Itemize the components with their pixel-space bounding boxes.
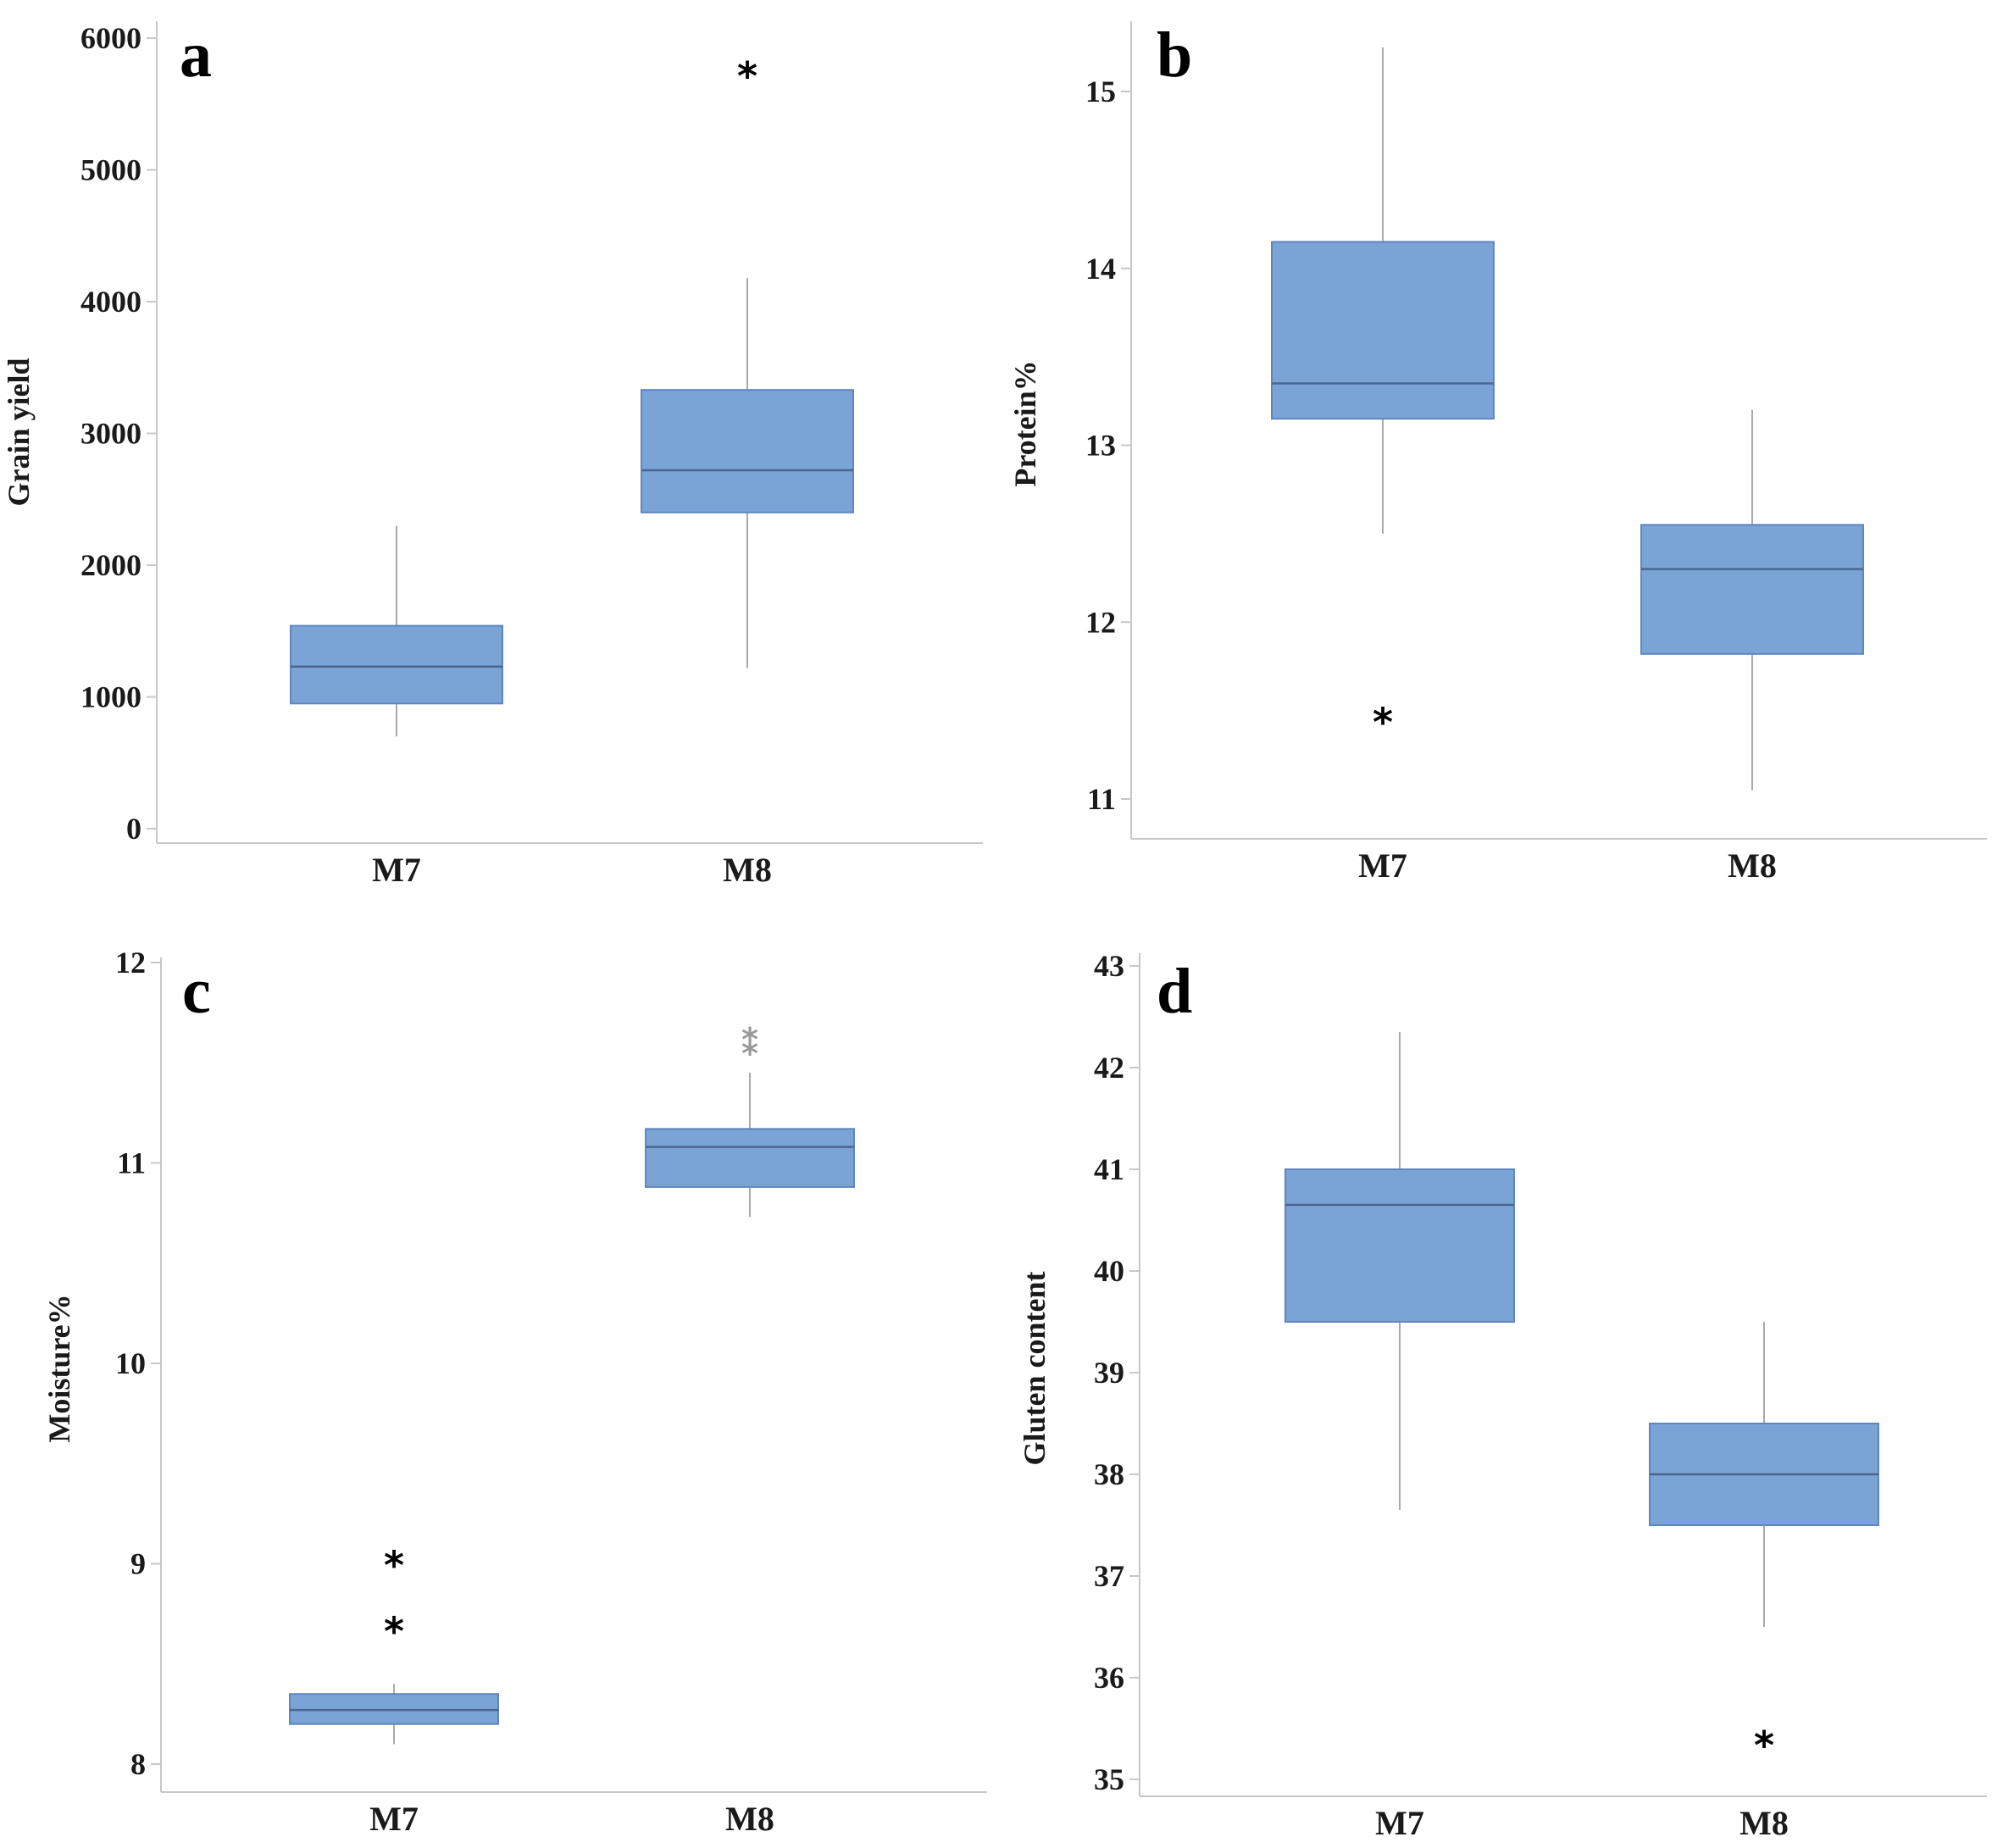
iqr-box (1284, 1168, 1515, 1323)
x-category-label: M7 (1375, 1804, 1424, 1842)
panel-letter: b (1157, 19, 1192, 91)
panel-letter: d (1157, 956, 1192, 1027)
y-tick-label: 9 (130, 1547, 146, 1581)
y-tick-label: 8 (130, 1747, 146, 1781)
outlier-marker: * (1754, 1723, 1774, 1768)
y-axis-title: Gluten content (1018, 1271, 1051, 1465)
y-tick-label: 12 (115, 946, 146, 979)
box-m8 (1640, 409, 1864, 791)
y-axis-title: Moisture% (42, 1294, 76, 1442)
y-tick-label: 0 (126, 812, 141, 846)
box-m7: ** (289, 1543, 499, 1745)
y-tick-label: 43 (1094, 949, 1124, 983)
y-tick-label: 36 (1094, 1661, 1124, 1695)
y-tick-label: 12 (1085, 605, 1116, 639)
panel-letter: c (182, 956, 211, 1027)
x-category-label: M8 (725, 1800, 774, 1838)
y-tick-label: 37 (1094, 1559, 1124, 1593)
x-category-label: M7 (1358, 846, 1407, 885)
y-tick-label: 4000 (80, 285, 141, 319)
box-m8: * (641, 53, 854, 669)
panel-a-grain-yield: 0 1000 2000 3000 4000 5000 6000 Grain yield a M7 *… (2, 19, 983, 889)
y-tick-label: 1000 (80, 680, 141, 714)
panel-letter: a (180, 19, 212, 91)
box-m7 (290, 525, 503, 737)
y-tick-label: 42 (1094, 1051, 1124, 1085)
y-tick-label: 10 (115, 1346, 146, 1380)
y-tick-label: 15 (1085, 75, 1116, 108)
outlier-marker-faint: * (741, 1021, 758, 1058)
y-tick-label: 11 (1087, 782, 1116, 816)
x-category-label: M8 (723, 851, 772, 889)
outlier-marker: * (384, 1543, 404, 1589)
outlier-marker-faint: * (741, 1035, 758, 1073)
x-category-label: M7 (372, 851, 421, 889)
iqr-box (641, 389, 854, 513)
outlier-marker: * (737, 53, 757, 99)
outlier-marker: * (384, 1609, 404, 1655)
y-tick-label: 6000 (80, 21, 141, 55)
outlier-marker: * (1373, 700, 1393, 746)
box-m7: * (1271, 47, 1495, 746)
iqr-box (290, 624, 503, 705)
y-tick-label: 41 (1094, 1152, 1124, 1186)
y-tick-label: 38 (1094, 1457, 1124, 1491)
y-axis-title: Grain yield (2, 358, 36, 506)
panel-d-gluten-content: 35 36 37 38 39 40 41 42 43 Gluten content d M7 * M8 (1018, 949, 1987, 1842)
iqr-box (645, 1128, 855, 1188)
y-tick-label: 14 (1085, 252, 1116, 286)
y-tick-label: 11 (117, 1146, 146, 1180)
y-tick-label: 35 (1094, 1762, 1124, 1796)
y-tick-label: 3000 (80, 417, 141, 451)
box-m8: ** (645, 1021, 855, 1218)
x-category-label: M8 (1739, 1804, 1789, 1842)
y-tick-label: 13 (1085, 429, 1116, 463)
x-category-label: M8 (1728, 846, 1777, 885)
iqr-box (1640, 524, 1864, 655)
y-tick-label: 40 (1094, 1254, 1124, 1288)
box-m7 (1284, 1032, 1515, 1510)
x-category-label: M7 (369, 1800, 419, 1838)
y-tick-label: 5000 (80, 153, 141, 187)
y-tick-label: 2000 (80, 548, 141, 582)
iqr-box (1271, 241, 1495, 420)
y-axis-title: Protein% (1008, 360, 1042, 486)
box-m8: * (1649, 1322, 1879, 1768)
panel-b-protein: 11 12 13 14 15 Protein% b * M7 M8 (1008, 19, 1987, 885)
y-tick-label: 39 (1094, 1356, 1124, 1390)
